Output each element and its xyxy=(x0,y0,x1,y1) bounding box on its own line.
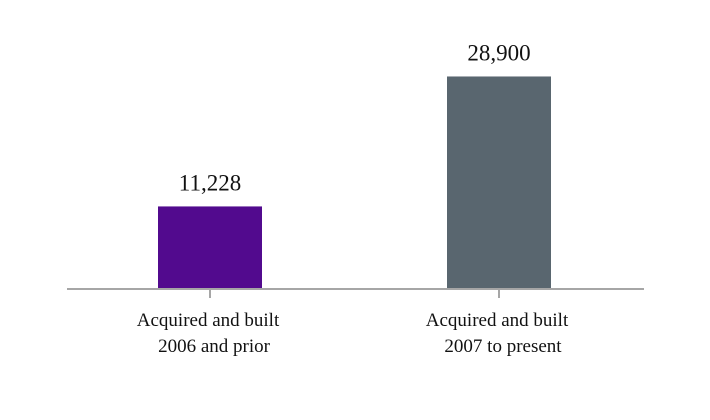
bars-group xyxy=(158,76,551,289)
category-labels-group: Acquired and built 2006 and prior Acquired… xyxy=(137,310,569,357)
bar-2 xyxy=(447,76,551,289)
category-label-1-line-2: 2006 and prior xyxy=(158,336,271,357)
bar-1 xyxy=(158,206,262,289)
x-axis-ticks-group xyxy=(209,289,500,298)
value-label-2: 28,900 xyxy=(467,40,530,65)
value-labels-group: 11,228 28,900 xyxy=(179,40,531,195)
category-label-2-line-2: 2007 to present xyxy=(444,336,562,357)
category-label-2-line-1: Acquired and built xyxy=(426,310,569,331)
value-label-1: 11,228 xyxy=(179,170,241,195)
category-label-1-line-1: Acquired and built xyxy=(137,310,280,331)
